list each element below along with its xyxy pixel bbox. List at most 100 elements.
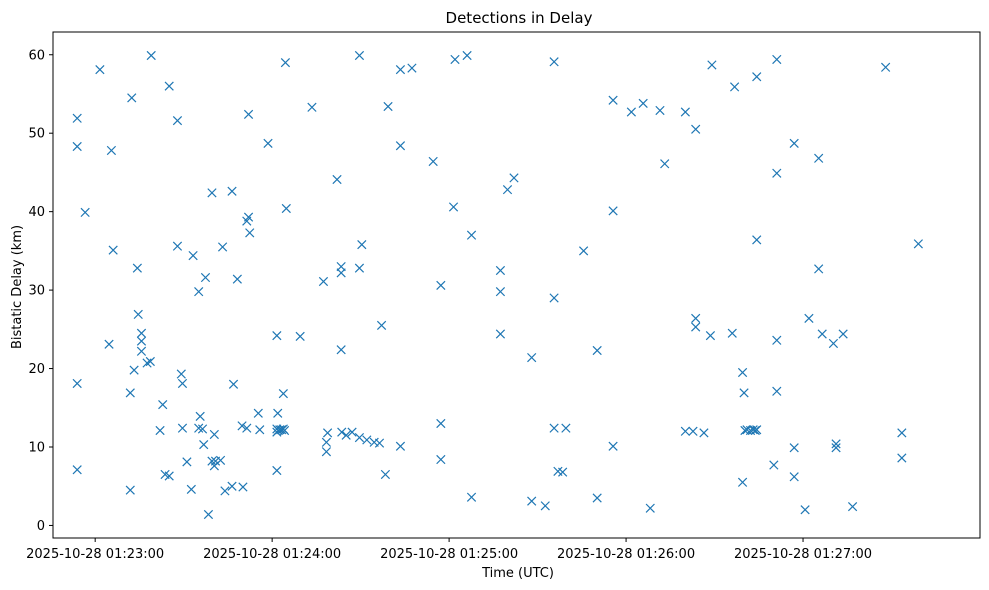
data-point	[655, 105, 665, 116]
data-point	[707, 60, 717, 70]
data-point	[155, 425, 165, 436]
data-point	[395, 441, 406, 451]
data-point	[448, 202, 459, 212]
data-point	[549, 57, 559, 67]
data-point	[660, 159, 670, 169]
data-point	[436, 280, 446, 291]
data-point	[307, 102, 317, 112]
data-point	[281, 203, 291, 214]
data-point	[608, 95, 618, 105]
data-point	[136, 336, 147, 346]
data-point	[347, 427, 357, 437]
data-point	[245, 228, 255, 238]
data-point	[814, 264, 824, 274]
data-point	[817, 329, 827, 339]
data-point	[752, 235, 762, 245]
data-point	[495, 287, 506, 297]
data-point	[164, 81, 174, 91]
data-point	[502, 185, 513, 195]
data-point	[354, 50, 365, 61]
data-point	[772, 168, 782, 178]
data-point	[705, 330, 716, 341]
data-point	[509, 173, 519, 183]
data-point	[436, 454, 446, 465]
data-point	[194, 287, 204, 297]
data-point	[772, 335, 782, 345]
y-tick-label: 20	[28, 362, 45, 377]
data-point	[200, 272, 211, 283]
plot-area-frame	[52, 31, 981, 539]
data-point	[207, 188, 217, 198]
y-axis-label: Bistatic Delay (km)	[10, 225, 25, 349]
y-tick-label: 60	[28, 48, 45, 63]
data-point	[428, 156, 438, 167]
data-point	[752, 425, 762, 435]
data-point	[72, 141, 82, 152]
data-point	[238, 482, 248, 492]
data-point	[272, 465, 282, 476]
data-point	[188, 250, 198, 261]
data-point	[880, 62, 891, 72]
y-tick-label: 40	[28, 205, 45, 220]
data-point	[336, 345, 346, 355]
data-point	[273, 408, 283, 418]
data-point	[217, 242, 228, 252]
data-point	[436, 418, 446, 429]
data-point	[466, 492, 477, 502]
data-point	[164, 471, 174, 481]
data-point	[578, 246, 589, 256]
data-point	[220, 486, 230, 496]
data-point	[897, 453, 907, 463]
data-point	[199, 440, 209, 450]
data-point	[699, 428, 709, 438]
data-point	[182, 457, 192, 467]
data-point	[125, 388, 135, 398]
data-point	[129, 365, 139, 375]
data-point	[540, 501, 550, 511]
data-point	[383, 101, 393, 112]
data-point	[186, 484, 196, 494]
data-point	[354, 432, 365, 443]
data-point	[592, 493, 602, 503]
data-point	[638, 98, 648, 109]
data-point	[132, 263, 142, 273]
data-point	[752, 72, 762, 82]
data-point	[495, 329, 506, 339]
data-point	[280, 57, 291, 68]
data-point	[374, 438, 385, 448]
data-point	[549, 423, 559, 433]
x-tick-label: 2025-10-28 01:27:00	[734, 547, 872, 562]
data-point	[789, 138, 799, 149]
data-point	[136, 346, 147, 356]
data-point	[561, 423, 571, 433]
data-point	[680, 426, 690, 436]
data-point	[645, 503, 655, 513]
data-point	[337, 427, 347, 437]
x-axis-label: Time (UTC)	[481, 566, 554, 581]
data-point	[362, 435, 372, 445]
data-point	[80, 207, 90, 218]
y-axis: 0 10 20 30 40 50 60	[28, 48, 53, 534]
data-point	[838, 329, 848, 339]
y-tick-label: 0	[37, 519, 45, 534]
data-point	[828, 338, 839, 349]
data-point	[897, 428, 907, 438]
x-tick-label: 2025-10-28 01:25:00	[380, 547, 518, 562]
data-point	[789, 472, 799, 482]
data-point	[831, 439, 841, 449]
data-point	[322, 428, 333, 438]
data-point	[466, 230, 477, 240]
data-point	[688, 426, 698, 436]
data-point	[527, 352, 537, 363]
data-point	[197, 424, 208, 434]
data-point	[272, 330, 282, 341]
data-point	[172, 116, 183, 126]
data-point	[243, 212, 254, 222]
data-point	[321, 447, 332, 457]
data-point	[772, 386, 782, 396]
data-point	[395, 141, 406, 151]
data-point	[146, 50, 156, 61]
data-point	[142, 358, 152, 368]
data-point	[95, 65, 105, 75]
